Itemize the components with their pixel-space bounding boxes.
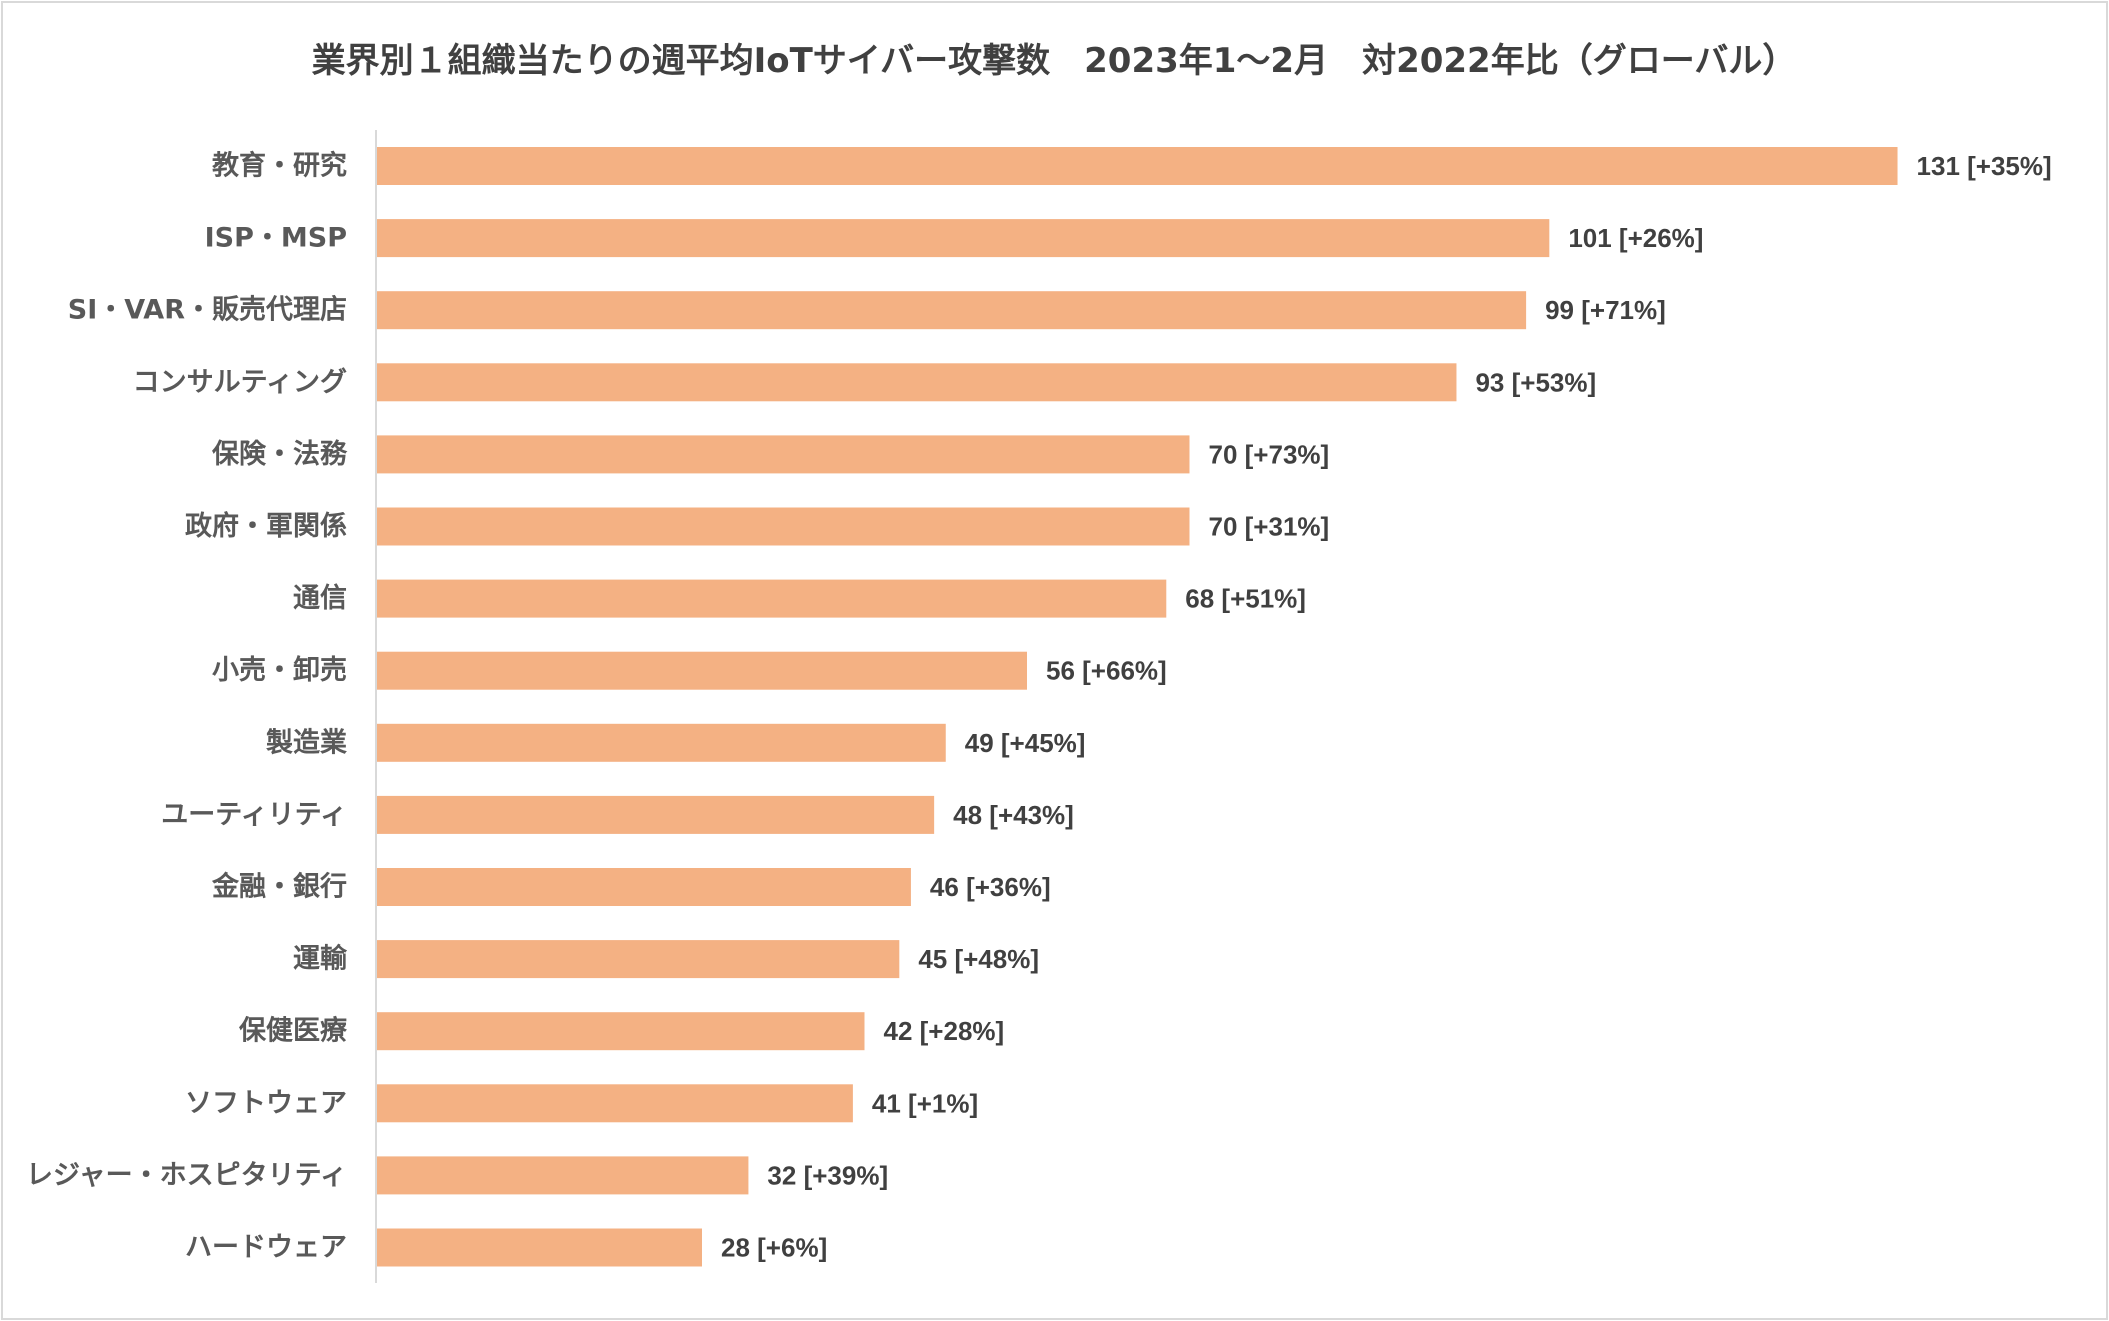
bar [377,363,1457,402]
data-label: 42 [+28%] [884,1016,1005,1046]
category-label: 運輸 [293,943,348,975]
bar [377,147,1898,185]
bar [377,1084,853,1123]
data-label: 70 [+31%] [1209,512,1330,542]
category-label: レジャー・ホスピタリティ [26,1160,347,1191]
bar [377,435,1190,474]
category-label: コンサルティング [133,366,347,398]
chart-title: 業界別１組織当たりの週平均IoTサイバー攻撃数 2023年1～2月 対2022年… [312,41,1797,81]
category-label: 政府・軍関係 [185,510,347,542]
bar [377,1156,749,1195]
category-label: ソフトウェア [185,1088,347,1119]
bar [377,1012,865,1051]
category-label: SI・VAR・販売代理店 [68,295,347,326]
bar [377,1228,702,1267]
category-label: 小売・卸売 [212,654,347,686]
bar [377,651,1027,690]
bar [377,723,946,762]
bar [377,291,1527,330]
bar [377,940,900,979]
data-label: 131 [+35%] [1917,151,2052,181]
category-label: 金融・銀行 [211,871,347,903]
data-label: 48 [+43%] [953,800,1074,830]
bar [377,219,1550,258]
data-label: 70 [+73%] [1209,439,1330,469]
data-label: 99 [+71%] [1545,295,1666,325]
category-label: 保健医療 [238,1016,348,1047]
data-label: 101 [+26%] [1568,223,1703,253]
data-label: 41 [+1%] [872,1088,978,1118]
data-label: 28 [+6%] [721,1233,827,1263]
data-label: 49 [+45%] [965,728,1086,758]
category-label: ハードウェア [185,1232,347,1263]
bar [377,579,1167,618]
category-label: 製造業 [266,727,347,758]
category-label: 教育・研究 [212,150,347,182]
bars-group [377,147,1898,1267]
data-labels-group: 131 [+35%] 101 [+26%] 99 [+71%] 93 [+53%] 70… [721,151,2052,1263]
data-label: 32 [+39%] [767,1160,888,1190]
category-labels-group: 教育・研究 ISP・MSP SI・VAR・販売代理店コンサルティング保険・法務政府・… [26,150,348,1264]
category-label: ISP・MSP [205,223,347,254]
bar [377,868,911,906]
data-label: 93 [+53%] [1475,367,1596,397]
category-label: 通信 [293,583,347,614]
data-label: 56 [+66%] [1046,656,1167,686]
bar [377,795,935,834]
category-label: ユーティリティ [161,799,347,830]
bar [377,507,1190,546]
category-label: 保険・法務 [211,439,348,470]
data-label: 68 [+51%] [1185,584,1306,614]
data-label: 46 [+36%] [930,872,1051,902]
data-label: 45 [+48%] [918,944,1039,974]
